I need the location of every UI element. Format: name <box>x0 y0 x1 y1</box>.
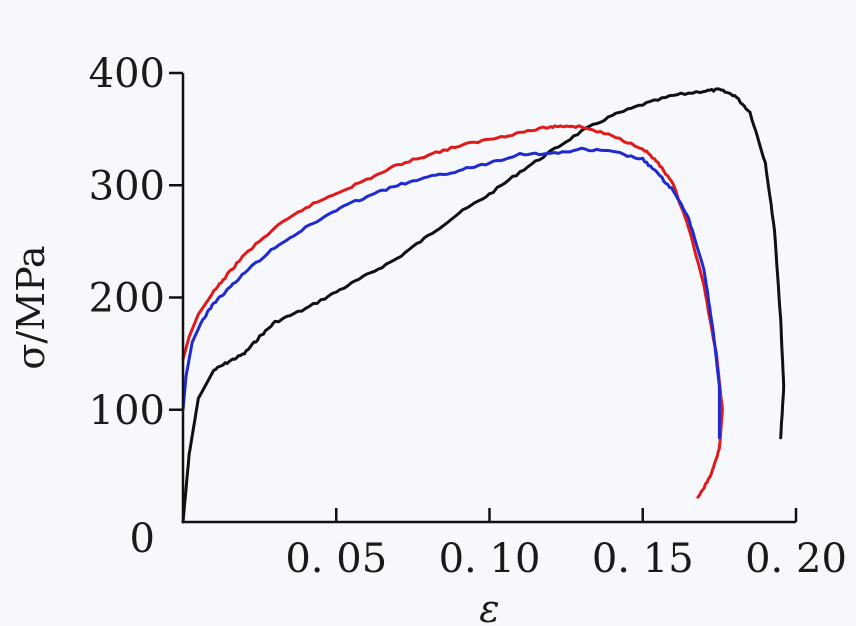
series-group <box>181 87 786 524</box>
x-tick-label: 0. 10 <box>439 536 541 582</box>
x-axis-label: ε <box>479 587 499 626</box>
series-line-black <box>181 87 786 524</box>
y-tick-label: 100 <box>89 388 165 434</box>
y-axis-label: σ/MPa <box>9 245 53 369</box>
y-ticks: 0 100 200 300 400 <box>89 51 183 562</box>
series-line-blue <box>181 146 721 440</box>
series-line-red <box>181 124 724 499</box>
y-tick-label: 0 <box>130 516 155 562</box>
y-tick-label: 300 <box>89 163 165 209</box>
x-tick-label: 0. 15 <box>592 536 694 582</box>
y-tick-label: 400 <box>89 51 165 97</box>
x-tick-label: 0. 20 <box>745 536 847 582</box>
x-ticks: 0. 05 0. 10 0. 15 0. 20 <box>285 508 847 582</box>
y-tick-label: 200 <box>89 276 165 322</box>
x-tick-label: 0. 05 <box>285 536 387 582</box>
